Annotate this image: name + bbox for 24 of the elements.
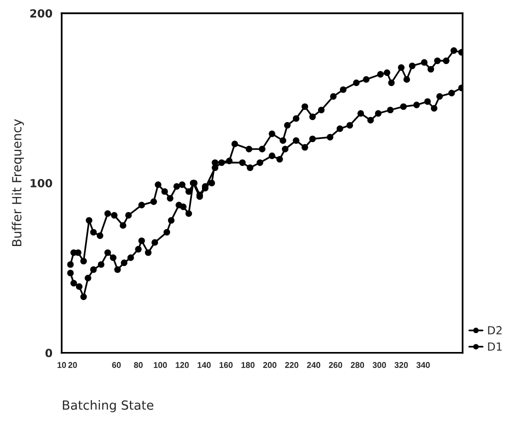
y-tick-label: 0 bbox=[45, 348, 52, 358]
x-tick-label: 100 bbox=[154, 362, 167, 368]
legend-label: D1 bbox=[488, 342, 502, 351]
y-tick-label: 100 bbox=[30, 178, 52, 188]
x-tick-label: 280 bbox=[350, 362, 364, 368]
x-tick-label: 20 bbox=[68, 362, 77, 368]
x-tick-label: 320 bbox=[394, 362, 408, 368]
x-tick-label: 160 bbox=[220, 362, 233, 368]
x-tick-label: 200 bbox=[263, 362, 276, 368]
x-tick-label: 240 bbox=[306, 362, 320, 368]
x-tick-label: 180 bbox=[241, 362, 255, 368]
x-tick-label: 120 bbox=[176, 362, 189, 368]
x-tick-label: 80 bbox=[134, 362, 143, 368]
x-tick-label: 140 bbox=[198, 362, 211, 368]
x-tick-label: 340 bbox=[416, 362, 430, 368]
x-tick-label: 260 bbox=[328, 362, 342, 368]
x-tick-label: 300 bbox=[372, 362, 386, 368]
x-tick-label: 60 bbox=[112, 362, 121, 368]
y-axis-title: Buffer Hit Frequency bbox=[12, 119, 24, 246]
x-axis-title: Batching State bbox=[62, 400, 154, 412]
y-tick-label: 200 bbox=[30, 9, 52, 18]
x-tick-label: 220 bbox=[285, 362, 298, 368]
x-tick-label: 10 bbox=[58, 362, 66, 368]
legend-label: D2 bbox=[488, 326, 502, 334]
